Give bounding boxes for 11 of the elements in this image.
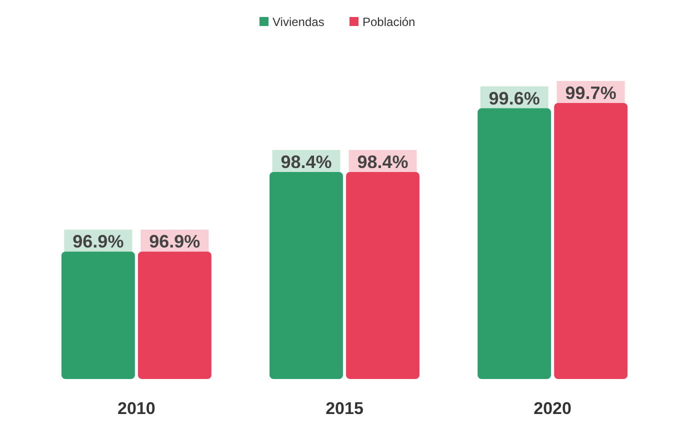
data-label: 98.4% [280, 152, 332, 172]
data-label: 99.7% [565, 83, 616, 103]
x-tick-label: 2020 [534, 399, 572, 418]
legend-label: Viviendas [272, 15, 324, 29]
data-label: 96.9% [149, 232, 200, 252]
data-label: 98.4% [357, 152, 408, 172]
data-label: 99.6% [488, 88, 540, 108]
x-tick-label: 2010 [118, 399, 156, 418]
x-tick-label: 2015 [326, 399, 364, 418]
legend-label: Población [362, 15, 416, 29]
data-label: 96.9% [72, 232, 124, 252]
